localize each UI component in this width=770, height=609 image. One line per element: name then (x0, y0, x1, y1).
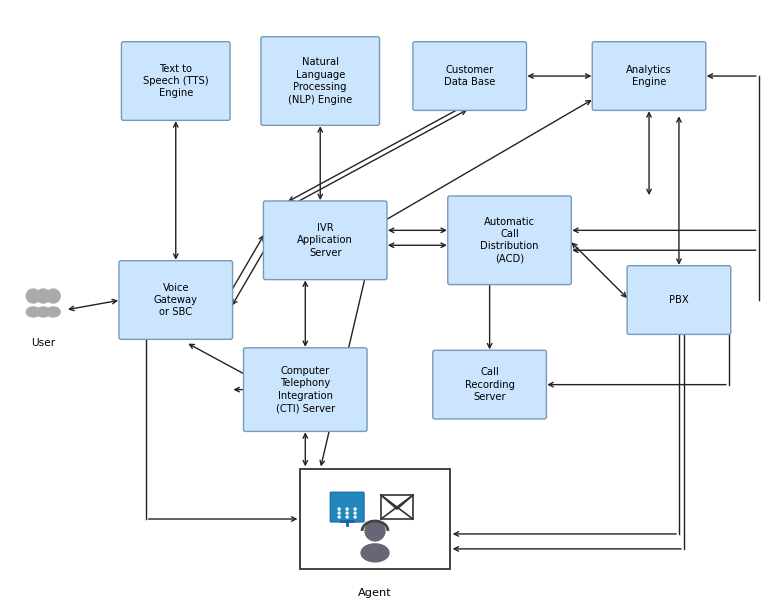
FancyBboxPatch shape (261, 37, 380, 125)
Text: PBX: PBX (669, 295, 689, 305)
FancyBboxPatch shape (119, 261, 233, 339)
Text: Automatic
Call
Distribution
(ACD): Automatic Call Distribution (ACD) (480, 217, 539, 264)
FancyBboxPatch shape (413, 41, 527, 110)
FancyBboxPatch shape (448, 196, 571, 284)
Circle shape (354, 512, 356, 514)
Circle shape (354, 516, 356, 518)
FancyBboxPatch shape (243, 348, 367, 431)
Circle shape (365, 521, 385, 541)
FancyBboxPatch shape (300, 470, 450, 569)
FancyBboxPatch shape (433, 350, 547, 419)
Ellipse shape (361, 544, 389, 562)
Text: Text to
Speech (TTS)
Engine: Text to Speech (TTS) Engine (143, 63, 209, 99)
Text: Customer
Data Base: Customer Data Base (444, 65, 495, 87)
Text: Computer
Telephony
Integration
(CTI) Server: Computer Telephony Integration (CTI) Ser… (276, 366, 335, 414)
Text: Agent: Agent (358, 588, 392, 597)
Circle shape (36, 289, 50, 303)
Ellipse shape (36, 307, 50, 317)
Text: Voice
Gateway
or SBC: Voice Gateway or SBC (154, 283, 198, 317)
Circle shape (346, 508, 348, 510)
Ellipse shape (26, 307, 40, 317)
FancyBboxPatch shape (263, 201, 387, 280)
Circle shape (338, 508, 340, 510)
Circle shape (26, 289, 40, 303)
Circle shape (354, 508, 356, 510)
Text: Call
Recording
Server: Call Recording Server (464, 367, 514, 402)
Circle shape (346, 516, 348, 518)
FancyBboxPatch shape (592, 41, 706, 110)
Circle shape (46, 289, 60, 303)
Circle shape (338, 512, 340, 514)
Text: User: User (31, 338, 55, 348)
Text: IVR
Application
Server: IVR Application Server (297, 223, 353, 258)
Ellipse shape (46, 307, 60, 317)
Circle shape (338, 516, 340, 518)
Text: Analytics
Engine: Analytics Engine (626, 65, 672, 87)
FancyBboxPatch shape (330, 492, 364, 522)
FancyBboxPatch shape (381, 495, 413, 519)
FancyBboxPatch shape (122, 41, 230, 121)
Circle shape (346, 512, 348, 514)
Text: Natural
Language
Processing
(NLP) Engine: Natural Language Processing (NLP) Engine (288, 57, 353, 105)
FancyBboxPatch shape (627, 266, 731, 334)
